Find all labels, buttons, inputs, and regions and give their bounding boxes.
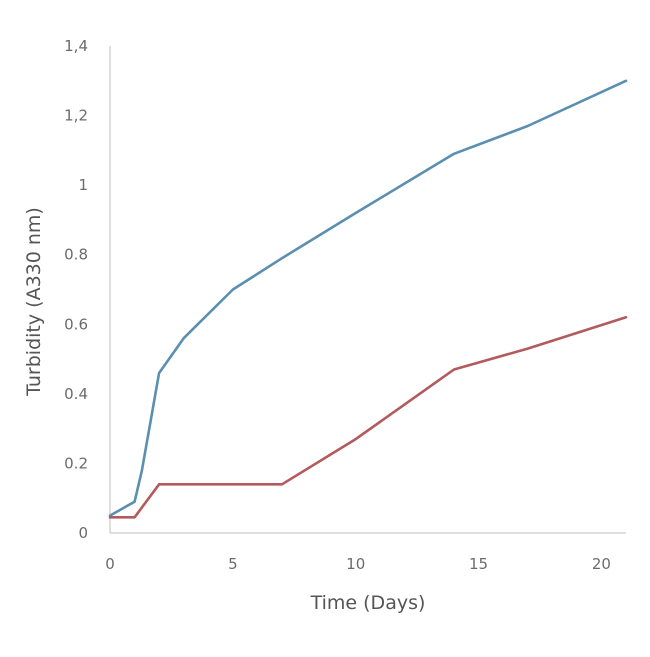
y-tick-label: 0.4 (64, 385, 88, 403)
y-tick-label: 1,4 (64, 37, 88, 55)
y-tick-label: 1 (78, 176, 88, 194)
x-tick-label: 15 (469, 555, 488, 573)
x-tick-labels: 0 5 10 15 20 (105, 555, 611, 573)
x-tick-label: 10 (346, 555, 365, 573)
y-tick-label: 1,2 (64, 107, 88, 125)
y-tick-label: 0.8 (64, 246, 88, 264)
series-lines (108, 79, 628, 519)
axes (109, 46, 626, 534)
x-axis-title: Time (Days) (310, 592, 426, 614)
y-tick-label: 0.2 (64, 454, 88, 472)
y-tick-label: 0 (78, 524, 88, 542)
y-tick-labels: 0 0.2 0.4 0.6 0.8 1 1,2 1,4 (64, 37, 88, 542)
y-tick-label: 0.6 (64, 315, 88, 333)
x-tick-label: 5 (228, 555, 238, 573)
series-line-2 (108, 315, 628, 519)
x-tick-label: 20 (592, 555, 611, 573)
x-tick-label: 0 (105, 555, 115, 573)
series-line-1 (108, 79, 628, 517)
y-axis-title: Turbidity (A330 nm) (23, 207, 45, 397)
